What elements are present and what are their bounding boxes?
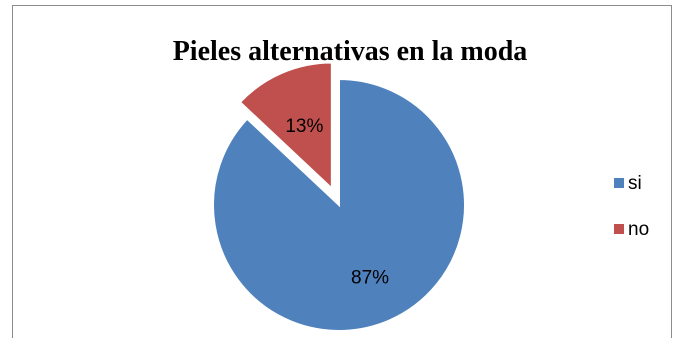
chart-border-right xyxy=(671,5,672,338)
data-label-si: 87% xyxy=(351,268,389,289)
chart-border-left xyxy=(12,5,13,338)
pie-slice-si xyxy=(212,77,466,332)
chart-border-top xyxy=(12,5,672,6)
legend-swatch-si xyxy=(614,178,624,188)
data-label-no: 13% xyxy=(285,116,323,137)
chart-title: Pieles alternativas en la moda xyxy=(172,36,528,67)
pie-slice-no xyxy=(238,61,333,191)
legend-label-no: no xyxy=(628,219,650,240)
legend-label-si: si xyxy=(628,173,642,194)
legend-swatch-no xyxy=(614,224,624,234)
